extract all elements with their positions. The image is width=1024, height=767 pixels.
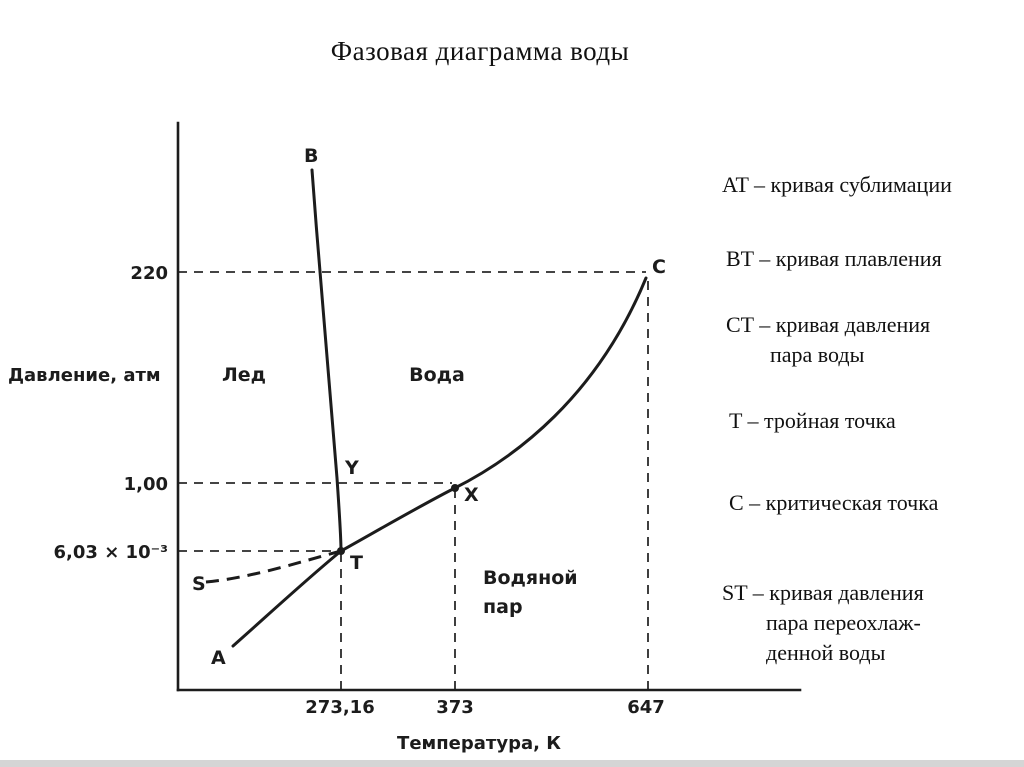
point-label-y: Y <box>344 457 359 479</box>
legend-item-st-line2: пара переохлаж- <box>766 610 921 635</box>
point-label-c: C <box>652 256 666 278</box>
legend-item-t-line1: T – тройная точка <box>729 408 896 433</box>
point-label-x: X <box>464 484 479 506</box>
x-tick-273: 273,16 <box>305 697 374 718</box>
point-label-a: A <box>211 647 226 669</box>
x-axis-label: Температура, К <box>397 733 561 754</box>
footer-strip <box>0 760 1024 767</box>
legend-item-c-line1: C – критическая точка <box>729 490 939 515</box>
region-label-vapor-line1: Водяной <box>483 567 578 589</box>
legend-item-c: C – критическая точка <box>729 488 938 518</box>
region-label-water: Вода <box>409 364 465 386</box>
legend-item-ct-line2: пара воды <box>770 342 865 367</box>
point-label-s: S <box>192 573 206 595</box>
y-tick-220: 220 <box>130 263 168 284</box>
legend-item-bt-line1: BT – кривая плавления <box>726 246 942 271</box>
point-label-b: B <box>304 145 318 167</box>
point-label-t: T <box>350 552 363 574</box>
legend-item-ct: CT – кривая давления пара воды <box>726 310 930 370</box>
x-tick-647: 647 <box>627 697 665 718</box>
at-sublimation-curve <box>231 549 343 648</box>
legend-item-st: ST – кривая давления пара переохлаж- ден… <box>722 578 924 668</box>
triple-point-dot <box>337 547 345 555</box>
legend-item-ct-line1: CT – кривая давления <box>726 312 931 337</box>
x-tick-373: 373 <box>436 697 474 718</box>
y-tick-1: 1,00 <box>124 474 168 495</box>
legend-item-at: AT – кривая сублимации <box>722 170 952 200</box>
y-axis-label: Давление, атм <box>8 365 161 386</box>
legend-item-bt: BT – кривая плавления <box>726 244 942 274</box>
st-supercooled-curve <box>205 549 342 584</box>
legend-item-at-line1: AT – кривая сублимации <box>722 172 952 197</box>
x-point-dot <box>451 484 459 492</box>
legend-item-st-line3: денной воды <box>766 640 886 665</box>
legend-item-t: T – тройная точка <box>729 406 896 436</box>
region-label-vapor-line2: пар <box>483 596 523 618</box>
page-title: Фазовая диаграмма воды <box>330 36 630 66</box>
bt-melting-curve <box>310 168 343 553</box>
tc-vapor-pressure-curve <box>339 276 648 553</box>
region-label-ice: Лед <box>222 364 266 386</box>
legend-item-st-line1: ST – кривая давления <box>722 580 924 605</box>
y-tick-603e-3: 6,03 × 10⁻³ <box>54 542 168 563</box>
